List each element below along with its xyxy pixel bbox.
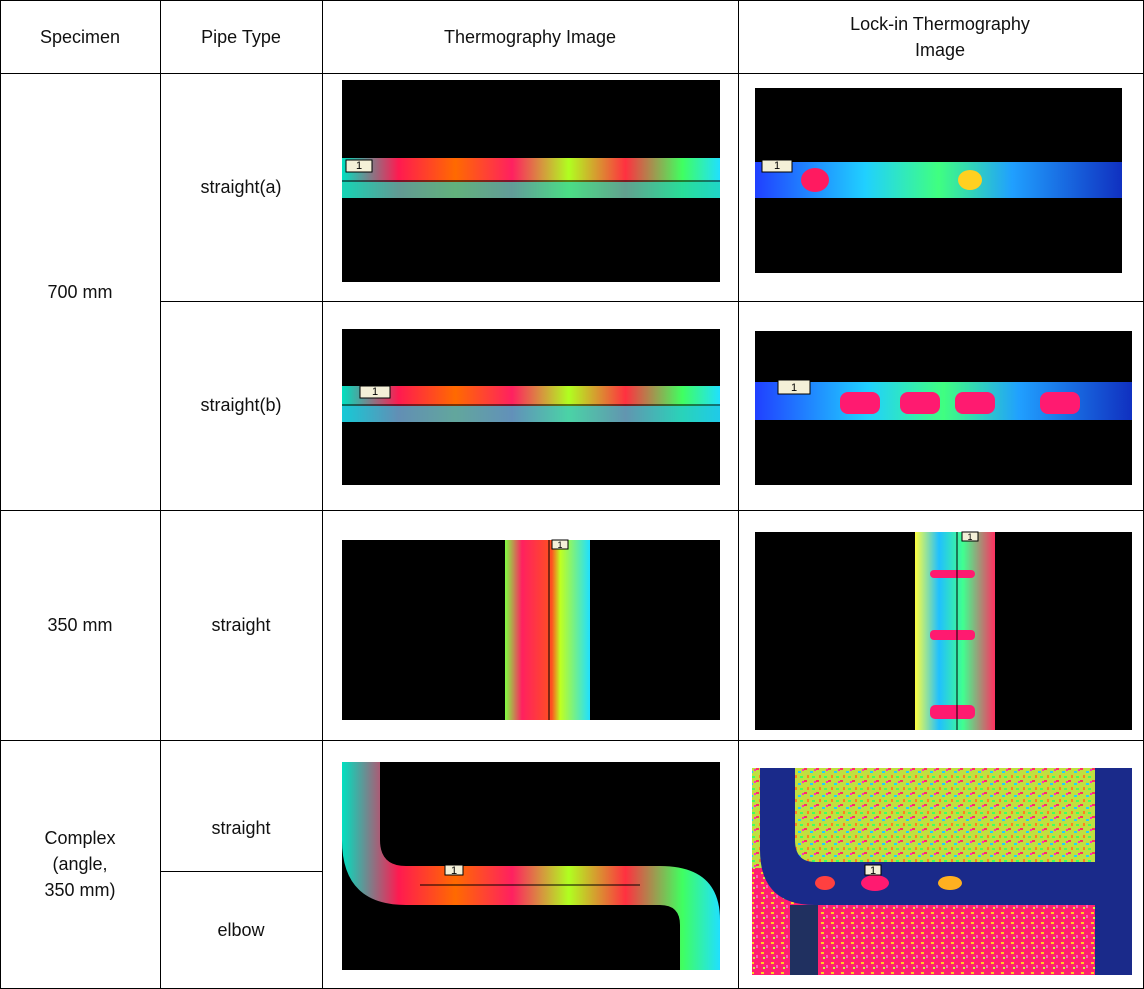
pipe-type-cell: straight bbox=[211, 612, 270, 638]
page: 1 1 1 1 1 1 1 1 Specimen Pipe Type Therm… bbox=[0, 0, 1144, 989]
lock-in-image bbox=[755, 532, 1132, 730]
image-marker: 1 bbox=[451, 865, 457, 877]
lock-in-image bbox=[752, 768, 1132, 975]
header-cell: Pipe Type bbox=[201, 24, 281, 50]
pipe-type-cell: elbow bbox=[217, 917, 264, 943]
thermography-image bbox=[342, 762, 720, 970]
image-marker: 1 bbox=[356, 160, 362, 172]
image-marker: 1 bbox=[774, 160, 780, 172]
image-marker: 1 bbox=[967, 532, 972, 542]
specimen-cell: 350 mm bbox=[47, 612, 112, 638]
specimen-cell: Complex (angle, 350 mm) bbox=[35, 825, 125, 903]
lock-in-image bbox=[755, 88, 1122, 273]
image-marker: 1 bbox=[791, 382, 797, 394]
thermography-image bbox=[342, 329, 720, 485]
header-cell: Thermography Image bbox=[444, 24, 616, 50]
header-cell: Specimen bbox=[40, 24, 120, 50]
image-marker: 1 bbox=[870, 865, 876, 877]
image-marker: 1 bbox=[372, 386, 378, 398]
pipe-type-cell: straight bbox=[211, 815, 270, 841]
lock-in-image bbox=[755, 331, 1132, 485]
thermography-image bbox=[342, 540, 720, 720]
pipe-type-cell: straight(b) bbox=[200, 392, 281, 418]
header-cell: Lock-in Thermography Image bbox=[838, 11, 1042, 63]
pipe-type-cell: straight(a) bbox=[200, 174, 281, 200]
specimen-cell: 700 mm bbox=[47, 279, 112, 305]
thermography-image bbox=[342, 80, 720, 282]
table-grid: 1 1 1 1 1 1 1 1 bbox=[0, 0, 1144, 989]
image-marker: 1 bbox=[557, 540, 562, 550]
